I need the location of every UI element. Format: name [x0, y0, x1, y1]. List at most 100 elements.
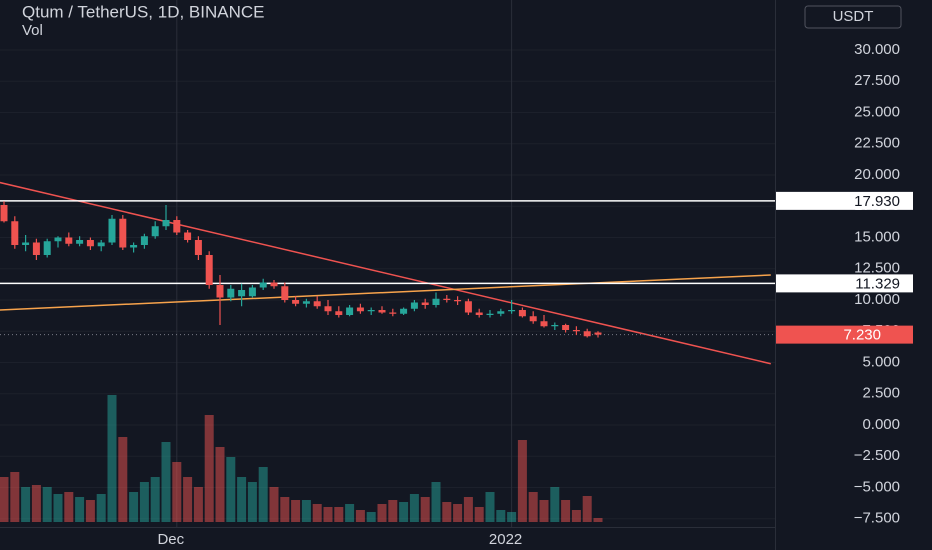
candle-body: [22, 242, 30, 245]
y-tick-label: 5.000: [862, 353, 900, 370]
candle-body: [486, 313, 494, 315]
volume-bar: [474, 507, 484, 522]
volume-bar: [334, 507, 344, 522]
candle-body: [130, 245, 138, 248]
y-tick-label: 30.000: [854, 41, 900, 58]
last-price-label: 7.230: [843, 327, 881, 344]
volume-bar: [280, 497, 290, 522]
candle-body: [184, 232, 192, 240]
candle-body: [43, 241, 51, 255]
candle-body: [497, 311, 505, 314]
y-tick-label: 15.000: [854, 228, 900, 245]
candle-body: [238, 290, 246, 297]
volume-bar: [291, 500, 301, 522]
y-tick-label: 0.000: [862, 416, 900, 433]
y-tick-label: 27.500: [854, 72, 900, 89]
volume-bar: [496, 510, 506, 522]
candle-body: [281, 286, 289, 300]
volume-bar: [377, 504, 387, 522]
volume-bar: [247, 482, 257, 522]
volume-bar: [399, 502, 409, 522]
candle-body: [583, 331, 591, 337]
y-tick-label: 25.000: [854, 103, 900, 120]
y-tick-label: −5.000: [854, 478, 900, 495]
volume-bar: [388, 500, 398, 522]
volume-bar: [161, 442, 171, 522]
candle-body: [194, 240, 202, 255]
candle-body: [97, 242, 105, 247]
volume-bar: [215, 447, 225, 522]
volume-bar: [420, 497, 430, 522]
candle-body: [594, 332, 602, 335]
volume-bar: [355, 510, 365, 522]
price-axis: −7.500−5.000−2.5000.0002.5005.0007.50010…: [157, 41, 913, 548]
candle-body: [216, 285, 224, 298]
candle-body: [302, 301, 310, 304]
y-tick-label: 20.000: [854, 166, 900, 183]
currency-label[interactable]: USDT: [833, 8, 874, 25]
volume-label: Vol: [22, 22, 43, 39]
volume-bar: [463, 497, 473, 522]
candle-body: [259, 282, 267, 288]
volume-bar: [0, 477, 9, 522]
candle-body: [270, 282, 278, 287]
volume-bar: [442, 502, 452, 522]
candle-body: [551, 325, 559, 327]
volume-bar: [226, 457, 236, 522]
candle-layer: [0, 201, 602, 338]
volume-bar: [453, 504, 463, 522]
candle-body: [65, 237, 73, 244]
volume-bar: [204, 415, 214, 522]
level-label-box: [776, 274, 913, 293]
candle-body: [32, 242, 40, 255]
candle-body: [443, 298, 451, 300]
volume-bar: [85, 500, 95, 522]
volume-bar: [561, 500, 571, 522]
candle-body: [292, 300, 300, 304]
candle-body: [324, 306, 332, 312]
volume-layer: [0, 395, 603, 522]
volume-bar: [237, 477, 247, 522]
currency-box[interactable]: [804, 5, 902, 29]
y-tick-label: −7.500: [854, 510, 900, 527]
volume-bar: [269, 487, 279, 522]
volume-bar: [539, 500, 549, 522]
volume-bar: [550, 487, 560, 522]
candle-body: [151, 226, 159, 237]
candle-body: [11, 221, 19, 245]
level-label: 11.329: [855, 275, 900, 292]
candle-body: [562, 325, 570, 330]
candle-body: [205, 255, 213, 285]
volume-bar: [409, 494, 419, 522]
volume-bar: [42, 487, 52, 522]
volume-bar: [10, 472, 20, 522]
volume-bar: [183, 477, 193, 522]
volume-bar: [485, 492, 495, 522]
volume-bar: [312, 504, 322, 522]
candle-body: [464, 301, 472, 313]
volume-bar: [193, 487, 203, 522]
candle-body: [540, 321, 548, 327]
y-tick-label: 10.000: [854, 291, 900, 308]
x-tick-label: 2022: [489, 531, 522, 548]
volume-bar: [345, 504, 355, 522]
volume-bar: [431, 482, 441, 522]
volume-bar: [21, 487, 31, 522]
volume-bar: [172, 462, 182, 522]
candle-body: [400, 308, 408, 314]
candle-body: [454, 300, 462, 302]
volume-bar: [517, 440, 527, 522]
volume-bar: [301, 500, 311, 522]
candle-body: [108, 218, 116, 243]
candle-body: [76, 240, 84, 244]
candle-body: [346, 307, 354, 315]
candle-body: [313, 301, 321, 307]
chart-title: Qtum / TetherUS, 1D, BINANCE: [22, 2, 264, 21]
volume-bar: [129, 492, 139, 522]
volume-bar: [96, 494, 106, 522]
y-tick-label: 2.500: [862, 385, 900, 402]
trendline: [0, 181, 771, 365]
level-label-box: [776, 191, 913, 210]
